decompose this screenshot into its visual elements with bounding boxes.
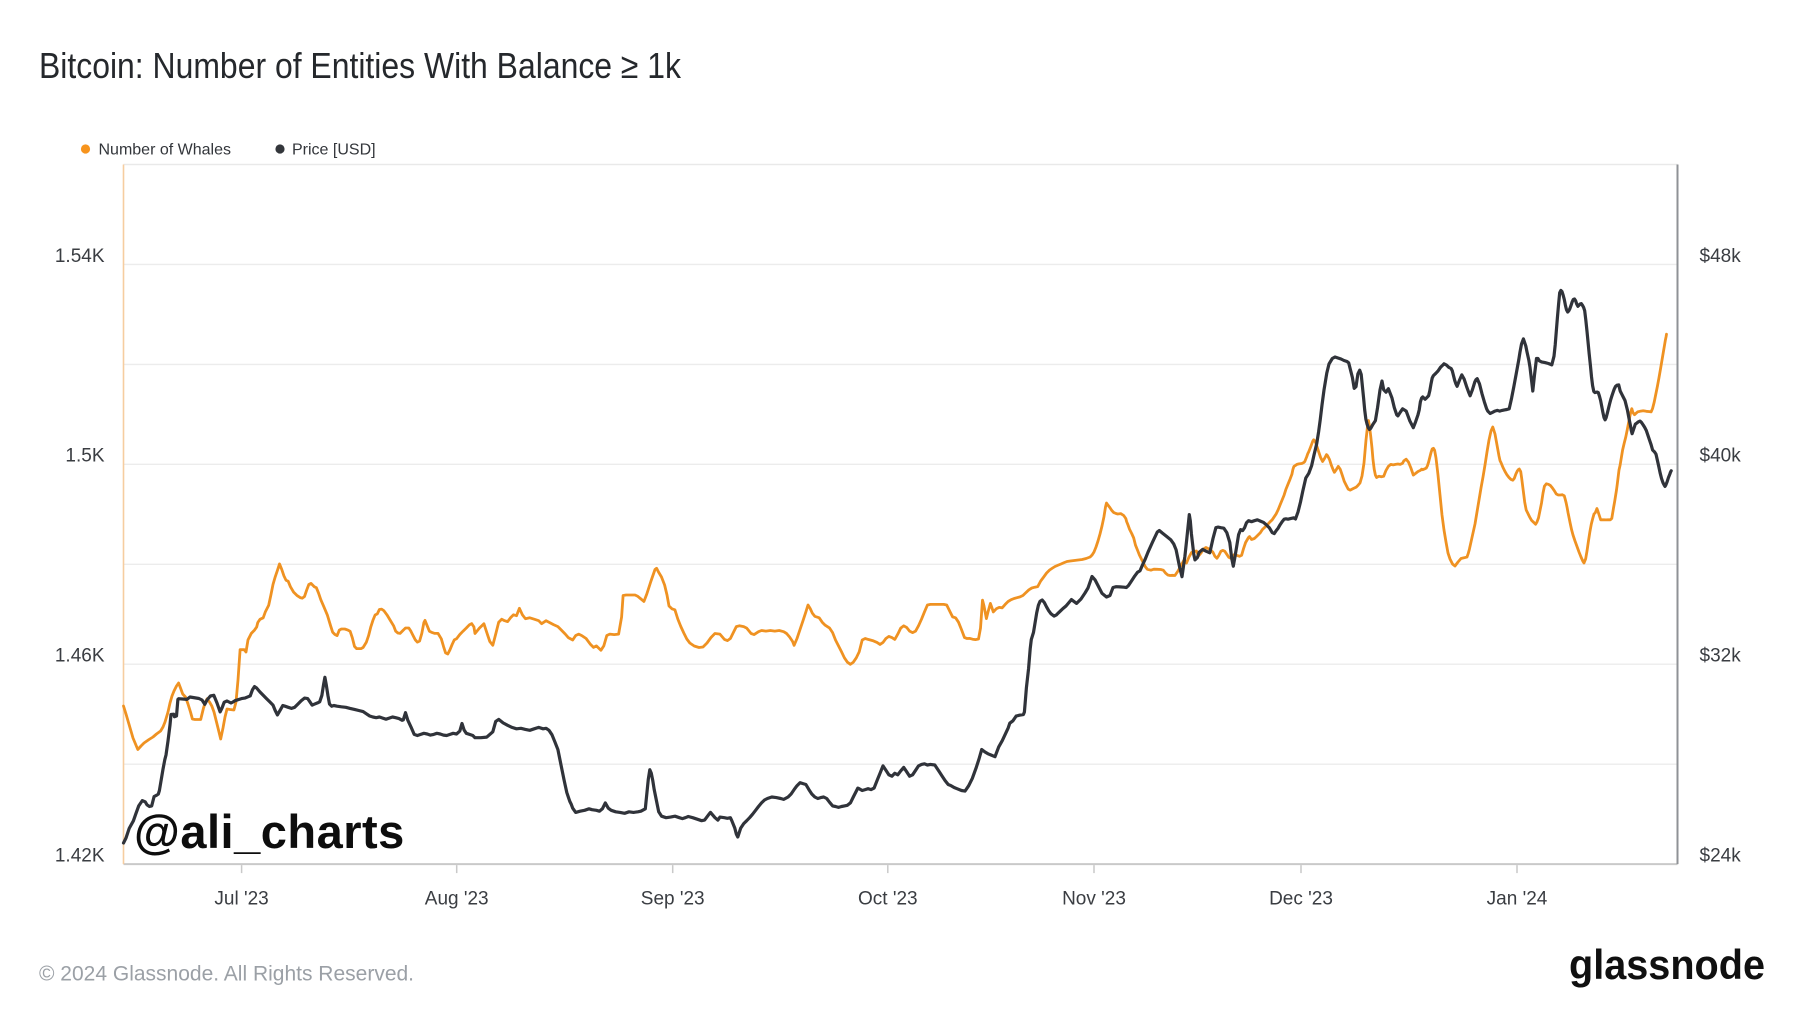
svg-text:1.42K: 1.42K	[55, 846, 105, 867]
svg-text:$24k: $24k	[1700, 846, 1742, 867]
svg-text:$40k: $40k	[1700, 446, 1742, 467]
svg-text:glassnode: glassnode	[1569, 941, 1765, 988]
svg-text:Aug '23: Aug '23	[425, 889, 489, 910]
svg-text:@ali_charts: @ali_charts	[134, 805, 405, 858]
svg-text:1.54K: 1.54K	[55, 246, 105, 267]
svg-text:$48k: $48k	[1700, 246, 1742, 267]
svg-text:Dec '23: Dec '23	[1269, 889, 1333, 910]
svg-text:Jul '23: Jul '23	[214, 889, 268, 910]
svg-text:$32k: $32k	[1700, 646, 1742, 667]
svg-text:Sep '23: Sep '23	[641, 889, 705, 910]
svg-text:Nov '23: Nov '23	[1062, 889, 1126, 910]
svg-text:Bitcoin: Number of Entities Wi: Bitcoin: Number of Entities With Balance…	[39, 45, 682, 86]
svg-text:Jan '24: Jan '24	[1487, 889, 1548, 910]
svg-text:Price [USD]: Price [USD]	[292, 142, 376, 159]
svg-text:Oct '23: Oct '23	[858, 889, 918, 910]
svg-text:1.46K: 1.46K	[55, 646, 105, 667]
svg-text:Number of Whales: Number of Whales	[99, 142, 232, 159]
svg-text:© 2024 Glassnode. All Rights R: © 2024 Glassnode. All Rights Reserved.	[39, 963, 414, 986]
svg-text:1.5K: 1.5K	[65, 446, 104, 467]
